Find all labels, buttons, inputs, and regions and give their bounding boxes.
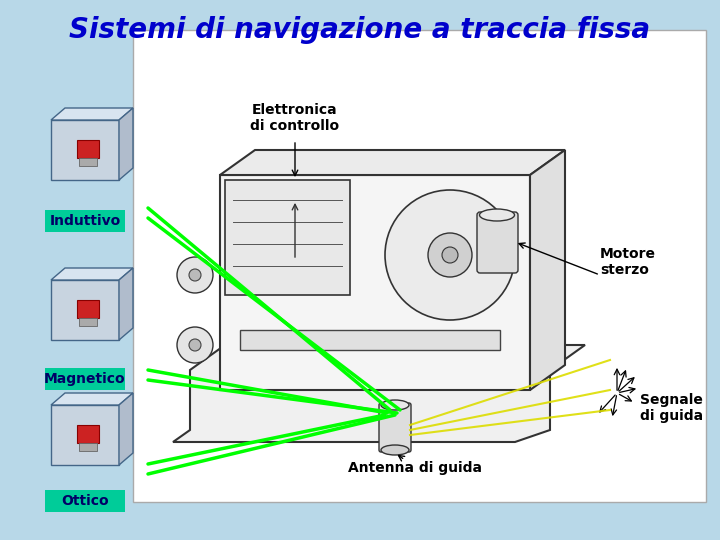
Text: Induttivo: Induttivo	[50, 214, 121, 228]
Circle shape	[428, 233, 472, 277]
FancyBboxPatch shape	[379, 403, 411, 452]
FancyBboxPatch shape	[79, 318, 97, 326]
Text: Sistemi di navigazione a traccia fissa: Sistemi di navigazione a traccia fissa	[69, 16, 651, 44]
Ellipse shape	[381, 400, 409, 410]
Polygon shape	[51, 268, 133, 280]
Polygon shape	[530, 150, 565, 390]
Circle shape	[177, 257, 213, 293]
Text: Motore
sterzo: Motore sterzo	[600, 247, 656, 277]
FancyBboxPatch shape	[45, 490, 125, 512]
Polygon shape	[119, 268, 133, 340]
Polygon shape	[119, 393, 133, 465]
Bar	[51, 120, 119, 180]
Bar	[51, 280, 119, 340]
Text: Antenna di guida: Antenna di guida	[348, 461, 482, 475]
FancyBboxPatch shape	[45, 368, 125, 390]
Circle shape	[189, 269, 201, 281]
Text: Elettronica
di controllo: Elettronica di controllo	[251, 103, 340, 133]
Ellipse shape	[480, 209, 515, 221]
FancyBboxPatch shape	[77, 425, 99, 443]
Text: Ottico: Ottico	[61, 494, 109, 508]
Polygon shape	[51, 393, 133, 405]
FancyBboxPatch shape	[77, 300, 99, 318]
FancyBboxPatch shape	[79, 443, 97, 451]
Text: Magnetico: Magnetico	[44, 372, 126, 386]
Polygon shape	[240, 330, 500, 350]
Circle shape	[189, 339, 201, 351]
Circle shape	[177, 327, 213, 363]
FancyBboxPatch shape	[45, 210, 125, 232]
Polygon shape	[119, 108, 133, 180]
Polygon shape	[173, 345, 585, 442]
FancyBboxPatch shape	[477, 212, 518, 273]
Circle shape	[385, 190, 515, 320]
Bar	[51, 405, 119, 465]
FancyBboxPatch shape	[77, 140, 99, 158]
Polygon shape	[220, 150, 565, 175]
Circle shape	[442, 247, 458, 263]
FancyBboxPatch shape	[220, 175, 530, 390]
FancyBboxPatch shape	[133, 30, 706, 502]
Ellipse shape	[381, 445, 409, 455]
FancyBboxPatch shape	[79, 158, 97, 166]
FancyBboxPatch shape	[225, 180, 350, 295]
Polygon shape	[51, 108, 133, 120]
Text: Segnale
di guida: Segnale di guida	[640, 393, 703, 423]
